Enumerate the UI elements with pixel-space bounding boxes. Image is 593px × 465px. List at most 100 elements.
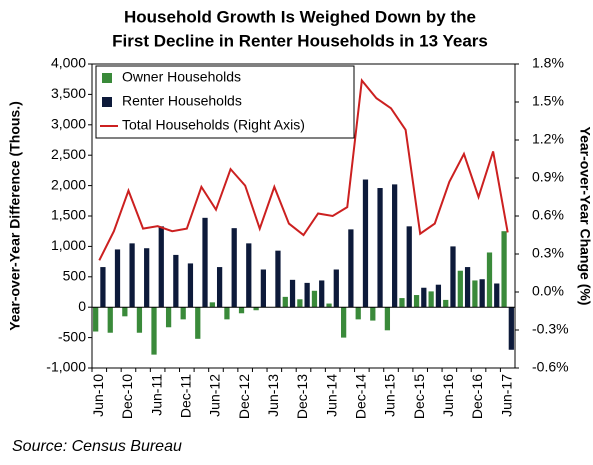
y2-tick-label: 0.6% <box>532 207 564 223</box>
y-tick-label: 500 <box>63 268 87 284</box>
bar <box>246 243 252 308</box>
bar <box>275 250 281 308</box>
chart-subtitle: First Decline in Renter Households in 13… <box>112 31 488 50</box>
bar <box>341 307 347 338</box>
bar <box>136 307 143 333</box>
y2-tick-label: 0.0% <box>532 283 564 299</box>
x-tick-label: Jun-16 <box>440 374 456 417</box>
bar <box>392 184 398 308</box>
bar <box>231 228 237 308</box>
legend-box <box>95 65 355 139</box>
bar <box>180 307 186 320</box>
bar <box>472 280 478 308</box>
y2-tick-label: -0.3% <box>532 321 569 337</box>
bar <box>304 282 310 308</box>
line <box>98 78 509 261</box>
legend-label: Renter Households <box>122 93 242 109</box>
chart-title: Household Growth Is Weighed Down by the <box>124 7 476 26</box>
bar <box>289 279 296 308</box>
y-tick-label: 2,000 <box>51 176 86 192</box>
bar <box>158 226 164 308</box>
y-tick-label: 4,000 <box>51 55 86 71</box>
bar <box>362 179 369 308</box>
x-tick-label: Dec-13 <box>294 374 310 419</box>
bar <box>297 299 303 308</box>
bar <box>413 295 420 308</box>
bar <box>486 252 493 308</box>
bar <box>100 267 106 308</box>
x-tick-label: Dec-16 <box>469 374 485 419</box>
bar <box>173 254 179 308</box>
x-tick-label: Jun-10 <box>90 374 106 417</box>
bar <box>93 307 99 332</box>
bar <box>421 287 427 308</box>
bar <box>209 302 215 308</box>
x-tick-label: Dec-14 <box>353 374 369 419</box>
y2-axis-label: Year-over-Year Change (%) <box>577 127 593 306</box>
bar <box>384 307 391 331</box>
bar <box>428 291 434 308</box>
bar <box>479 279 485 308</box>
x-tick-label: Jun-13 <box>265 374 281 417</box>
bar <box>457 270 463 308</box>
bar <box>501 231 507 308</box>
y2-tick-label: 1.8% <box>532 55 564 71</box>
bar <box>260 269 266 308</box>
y-tick-label: 2,500 <box>51 146 86 162</box>
x-tick-label: Dec-12 <box>236 374 252 419</box>
y-tick-label: 3,000 <box>51 116 86 132</box>
y-tick-label: 0 <box>78 298 86 314</box>
bar <box>114 249 121 308</box>
bar <box>508 307 514 350</box>
x-tick-label: Dec-11 <box>178 374 194 418</box>
y-tick-label: 3,500 <box>51 85 86 101</box>
y-tick-label: -1,000 <box>46 359 86 375</box>
y-axis-label: Year-over-Year Difference (Thous.) <box>7 101 23 331</box>
y2-tick-label: 1.5% <box>532 93 564 109</box>
y-tick-label: -500 <box>58 328 86 344</box>
x-tick-label: Jun-11 <box>148 374 164 416</box>
x-tick-label: Jun-14 <box>323 374 339 417</box>
bar <box>107 307 113 333</box>
y-tick-label: 1,000 <box>51 237 86 253</box>
bar <box>202 217 208 308</box>
legend-swatch <box>102 97 112 107</box>
bar <box>216 267 223 308</box>
legend-label: Owner Households <box>122 69 241 85</box>
bar <box>224 307 230 320</box>
x-tick-label: Dec-15 <box>411 374 427 419</box>
legend-label: Total Households (Right Axis) <box>122 117 305 133</box>
y2-tick-label: -0.6% <box>532 359 569 375</box>
bar <box>311 290 318 308</box>
bar <box>464 267 471 308</box>
bar <box>443 299 449 308</box>
bar <box>450 246 456 308</box>
bar <box>282 296 288 308</box>
y2-tick-label: 0.9% <box>532 169 564 185</box>
x-tick-label: Jun-12 <box>207 374 223 417</box>
bar <box>333 269 339 308</box>
y-tick-label: 1,500 <box>51 207 86 223</box>
bar <box>435 284 442 308</box>
y2-tick-label: 0.3% <box>532 245 564 261</box>
bar <box>370 307 376 321</box>
bar <box>195 307 201 339</box>
y2-tick-label: 1.2% <box>532 131 564 147</box>
bar <box>377 188 383 308</box>
bar <box>406 226 412 308</box>
bar <box>187 263 194 308</box>
bar <box>494 283 500 308</box>
x-tick-label: Jun-15 <box>382 374 398 417</box>
bar <box>348 229 354 308</box>
bar <box>355 307 361 320</box>
bar <box>144 248 150 308</box>
bar <box>238 307 245 314</box>
source: Source: Census Bureau <box>12 438 182 455</box>
bar <box>165 307 172 328</box>
bar <box>129 243 135 308</box>
x-tick-label: Dec-10 <box>119 374 135 419</box>
bar <box>253 307 259 311</box>
bar <box>326 303 332 308</box>
bar <box>151 307 157 355</box>
